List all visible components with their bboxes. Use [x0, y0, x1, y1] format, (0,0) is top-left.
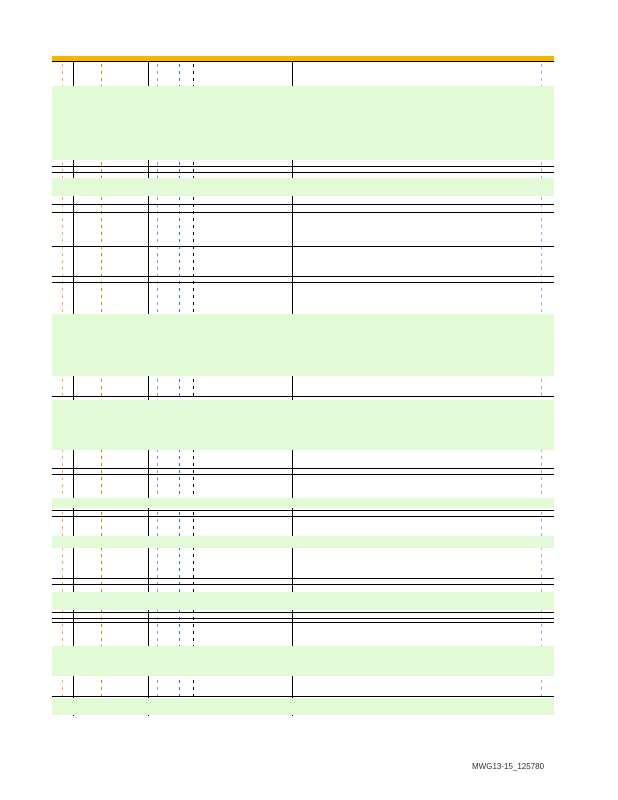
row-divider: [52, 474, 554, 475]
cell-marks: [157, 64, 158, 714]
column-divider: [148, 56, 149, 716]
row-divider: [52, 172, 554, 173]
group-band: [52, 178, 554, 196]
row-divider: [52, 276, 554, 277]
row-divider: [52, 468, 554, 469]
cell-marks: [62, 64, 63, 714]
cell-marks: [179, 64, 180, 714]
cell-marks: [541, 64, 542, 714]
group-band: [52, 698, 554, 715]
group-band: [52, 314, 554, 376]
group-band: [52, 536, 554, 548]
document-id: MWG13-15_125780: [472, 762, 545, 771]
row-divider: [52, 396, 554, 397]
row-divider: [52, 578, 554, 579]
column-divider: [292, 56, 293, 716]
row-divider: [52, 246, 554, 247]
cell-marks: [101, 64, 102, 714]
group-band: [52, 400, 554, 450]
row-divider: [52, 510, 554, 511]
row-divider: [52, 166, 554, 167]
group-band: [52, 592, 554, 610]
column-divider: [73, 56, 74, 716]
group-band: [52, 646, 554, 676]
row-divider: [52, 696, 554, 697]
table-header-row: [52, 56, 554, 62]
row-divider: [52, 622, 554, 623]
row-divider: [52, 212, 554, 213]
row-divider: [52, 618, 554, 619]
row-divider: [52, 612, 554, 613]
cell-marks: [193, 64, 194, 714]
group-band: [52, 498, 554, 508]
row-divider: [52, 516, 554, 517]
data-table: [52, 56, 554, 716]
row-divider: [52, 282, 554, 283]
row-divider: [52, 204, 554, 205]
group-band: [52, 86, 554, 160]
row-divider: [52, 584, 554, 585]
